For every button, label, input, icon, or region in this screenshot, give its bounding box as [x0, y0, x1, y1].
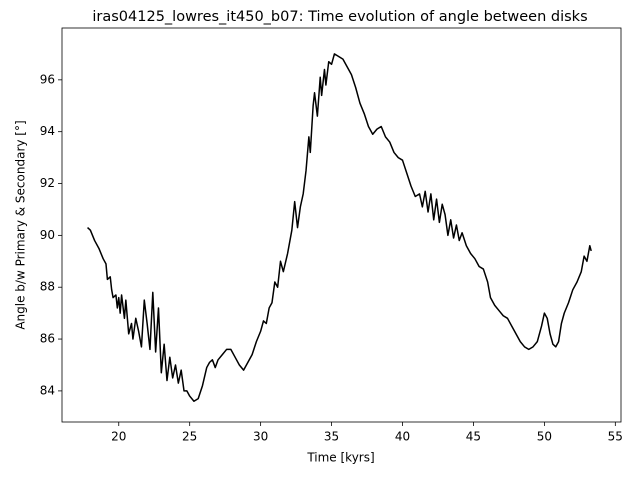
y-tick-label: 86	[40, 332, 55, 346]
y-tick-label: 92	[40, 176, 55, 190]
y-tick-label: 96	[40, 72, 55, 86]
y-tick-label: 84	[40, 383, 55, 397]
x-tick-label: 50	[537, 430, 552, 444]
x-tick-label: 30	[253, 430, 268, 444]
x-tick-label: 20	[111, 430, 126, 444]
x-axis-label: Time [kyrs]	[306, 451, 374, 465]
x-tick-label: 45	[466, 430, 481, 444]
x-tick-label: 25	[182, 430, 197, 444]
y-tick-label: 90	[40, 228, 55, 242]
y-tick-label: 94	[40, 124, 55, 138]
y-axis-label: Angle b/w Primary & Secondary [°]	[14, 120, 28, 329]
chart-title: iras04125_lowres_it450_b07: Time evoluti…	[92, 9, 587, 25]
x-tick-label: 40	[395, 430, 410, 444]
y-tick-label: 88	[40, 280, 55, 294]
x-tick-label: 55	[608, 430, 623, 444]
data-line	[87, 53, 592, 403]
plot-frame	[61, 27, 622, 423]
x-tick-label: 35	[324, 430, 339, 444]
